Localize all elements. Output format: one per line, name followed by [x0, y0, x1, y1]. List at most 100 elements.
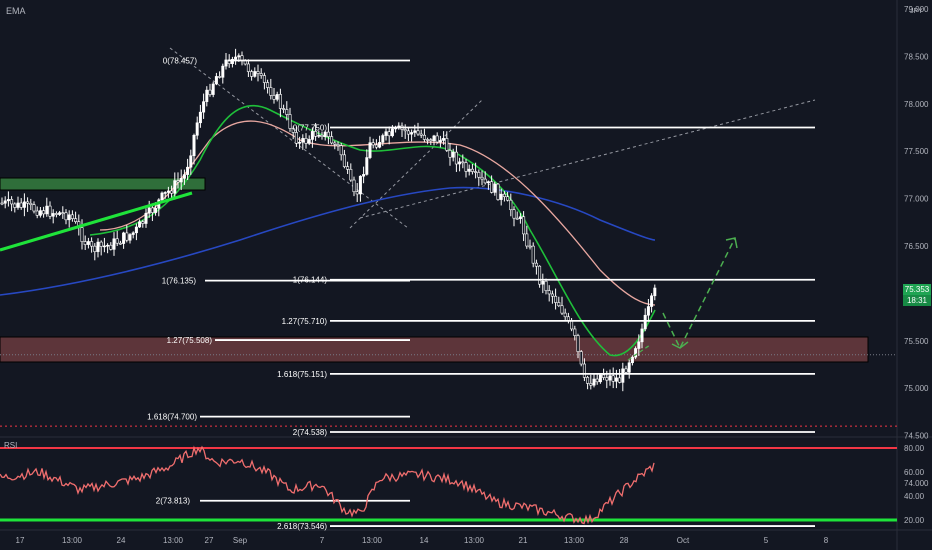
candle-body — [250, 71, 254, 77]
candle-body — [10, 199, 14, 205]
candle-body — [614, 377, 618, 382]
projection-path — [662, 237, 736, 350]
candle-body — [330, 136, 334, 144]
candle-body — [285, 109, 289, 115]
candle-body — [102, 245, 106, 248]
price-axis: 79.00078.50078.00077.50077.00076.50076.0… — [904, 5, 929, 488]
candle-body — [480, 176, 484, 180]
candle-body — [51, 213, 55, 217]
candle-body — [355, 191, 359, 195]
candle-body — [294, 132, 298, 144]
candle-body — [70, 214, 74, 219]
candle-body — [448, 150, 452, 158]
price-tick-label: 78.500 — [904, 52, 929, 61]
candle-body — [371, 142, 375, 146]
zones — [0, 177, 897, 427]
candle-body — [198, 111, 202, 124]
candle-body — [502, 193, 506, 198]
candle-body — [29, 202, 33, 205]
candle-body — [173, 180, 177, 194]
overlays — [0, 191, 738, 361]
candle-body — [486, 181, 490, 184]
candle-body — [67, 214, 71, 221]
candle-body — [490, 181, 494, 193]
fib-level-label: 1(76.144) — [293, 276, 328, 285]
candle-body — [64, 212, 68, 221]
ema-indicator-label: EMA — [6, 6, 26, 16]
fib-helper-line — [169, 47, 409, 229]
candle-body — [163, 192, 167, 194]
candle-body — [368, 142, 372, 158]
rsi-panel: 80.00 60.00 40.00 20.00 — [0, 444, 925, 525]
candle-body — [592, 378, 596, 386]
candle-body — [221, 65, 225, 78]
currency-label: JPY — [910, 8, 923, 15]
candle-body — [230, 58, 234, 64]
candle-body — [131, 232, 135, 235]
time-tick-label: Sep — [233, 536, 248, 545]
candle-body — [442, 138, 446, 141]
fib-level-label: 0(78.457) — [163, 56, 198, 65]
candle-body — [80, 227, 84, 242]
projection-arrowhead — [725, 237, 738, 249]
time-tick-label: 14 — [420, 536, 429, 545]
candle-body — [93, 245, 97, 252]
candle-body — [211, 83, 215, 95]
candle-body — [6, 199, 10, 202]
candle-body — [611, 375, 615, 382]
candle-body — [406, 130, 410, 135]
candle-body — [150, 207, 154, 213]
candle-body — [518, 216, 522, 219]
candle-body — [205, 89, 209, 102]
time-tick-label: 5 — [764, 536, 769, 545]
candle-body — [0, 202, 4, 205]
fib-helper-line — [349, 99, 483, 229]
candle-body — [378, 142, 382, 148]
candle-body — [262, 75, 266, 83]
candle-body — [301, 138, 305, 143]
candle-body — [538, 265, 542, 285]
candle-body — [515, 217, 519, 220]
candle-body — [627, 362, 631, 373]
candle-body — [525, 233, 529, 247]
candle-body — [32, 204, 36, 212]
candle-body — [218, 76, 222, 78]
fib-levels: 0(78.457) 0(77.750) 1(76.135) 1(76.144) 1.27… — [147, 56, 815, 531]
fib-level-label: 1.618(75.151) — [277, 370, 327, 379]
fib-level-label: 1.27(75.710) — [282, 317, 328, 326]
candle-body — [224, 59, 228, 67]
fib-level-label: 2(73.813) — [156, 497, 191, 506]
price-tick-label: 78.000 — [904, 100, 929, 109]
ema-fast-line — [89, 104, 656, 357]
candle-body — [454, 151, 458, 165]
uptrend-line — [0, 191, 193, 252]
candle-body — [618, 377, 622, 383]
candle-body — [83, 241, 87, 245]
price-tick-label: 75.500 — [904, 337, 929, 346]
candle-body — [621, 368, 625, 383]
candle-body — [54, 213, 58, 215]
candle-body — [186, 166, 190, 175]
candle-body — [106, 244, 110, 247]
candle-body — [58, 212, 62, 215]
candle-body — [176, 180, 180, 183]
candle-body — [160, 192, 164, 201]
green-supply-zone — [0, 177, 206, 191]
candle-body — [435, 135, 439, 143]
candle-body — [307, 139, 311, 144]
candle-body — [253, 71, 257, 77]
candle-body — [557, 302, 561, 307]
candle-body — [304, 138, 308, 144]
candle-body — [566, 316, 570, 321]
candle-body — [534, 262, 538, 267]
time-tick-label: 13:00 — [362, 536, 383, 545]
rsi-tick-label: 20.00 — [904, 516, 925, 525]
price-tick-label: 77.000 — [904, 195, 929, 204]
candle-body — [531, 245, 535, 264]
candle-body — [586, 377, 590, 384]
candle-body — [637, 341, 641, 349]
candle-body — [365, 157, 369, 175]
fib-level-label: 2(74.538) — [293, 428, 328, 437]
candle-body — [16, 202, 20, 208]
